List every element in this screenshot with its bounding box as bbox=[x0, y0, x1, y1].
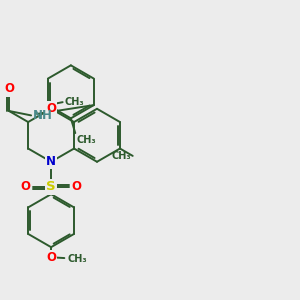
Text: CH₃: CH₃ bbox=[76, 134, 96, 145]
Text: CH₃: CH₃ bbox=[64, 97, 84, 107]
Text: O: O bbox=[46, 251, 56, 264]
Text: S: S bbox=[46, 180, 56, 193]
Text: N: N bbox=[46, 155, 56, 168]
Text: O: O bbox=[20, 180, 31, 193]
Text: O: O bbox=[72, 180, 82, 193]
Text: NH: NH bbox=[33, 109, 52, 122]
Text: CH₃: CH₃ bbox=[67, 254, 87, 264]
Text: O: O bbox=[46, 102, 56, 115]
Text: O: O bbox=[4, 82, 14, 95]
Text: CH₃: CH₃ bbox=[112, 151, 131, 161]
